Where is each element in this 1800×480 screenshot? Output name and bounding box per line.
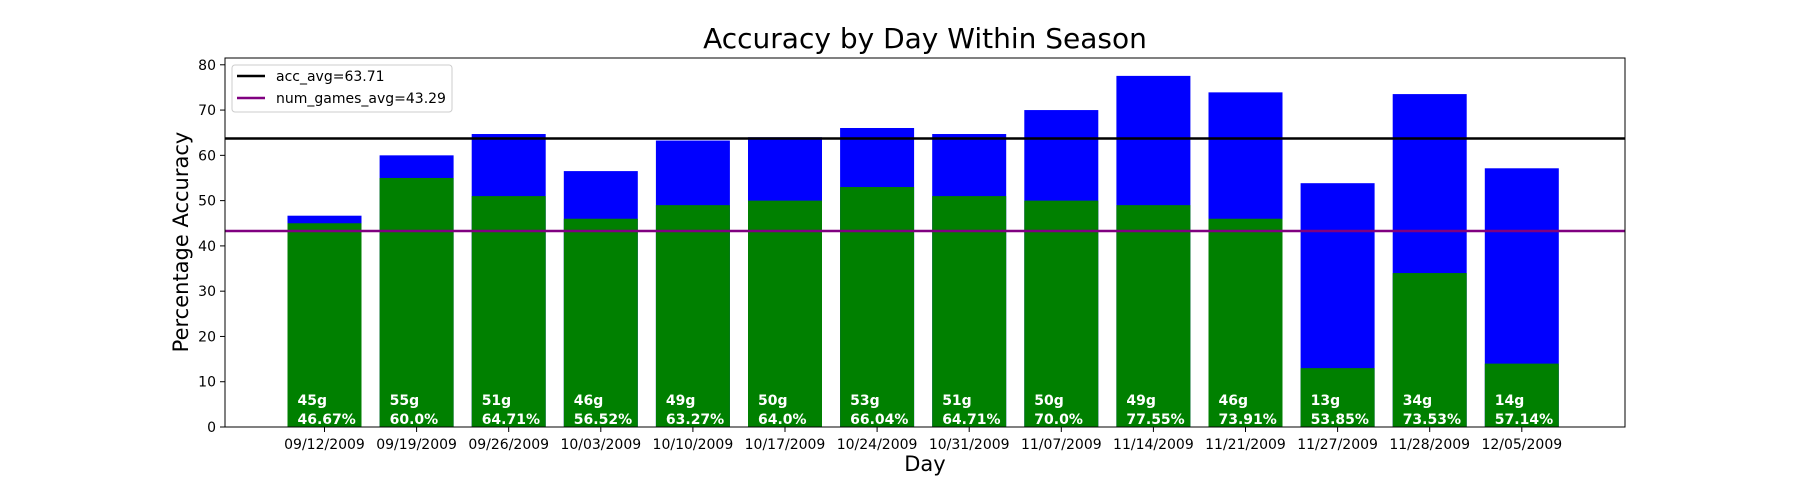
x-tick-label: 10/24/2009 bbox=[837, 437, 918, 453]
bar-label-games: 49g bbox=[666, 393, 696, 409]
x-tick-label: 09/12/2009 bbox=[284, 437, 365, 453]
games-bar bbox=[1116, 205, 1191, 427]
chart-title: Accuracy by Day Within Season bbox=[703, 22, 1147, 55]
bar-label-accuracy: 63.27% bbox=[666, 412, 724, 428]
bar-label-accuracy: 60.0% bbox=[390, 412, 439, 428]
bar-label-accuracy: 64.71% bbox=[942, 412, 1000, 428]
y-axis: 0 10 20 30 40 50 60 70 80 bbox=[198, 58, 225, 436]
bars-layer bbox=[287, 75, 1559, 428]
x-tick-label: 11/28/2009 bbox=[1389, 437, 1470, 453]
x-axis-label: Day bbox=[904, 452, 945, 476]
y-tick-label: 80 bbox=[198, 58, 216, 74]
x-tick-label: 11/27/2009 bbox=[1297, 437, 1378, 453]
legend-box bbox=[231, 64, 453, 113]
x-tick-label: 09/19/2009 bbox=[376, 437, 457, 453]
reference-lines-layer bbox=[225, 137, 1625, 233]
bar-label-games: 55g bbox=[390, 393, 420, 409]
bar-label-accuracy: 53.85% bbox=[1311, 412, 1369, 428]
x-tick-label: 11/07/2009 bbox=[1021, 437, 1102, 453]
games-bar bbox=[748, 200, 822, 427]
plot-frame bbox=[224, 57, 1626, 428]
bar-label-games: 14g bbox=[1495, 393, 1525, 409]
bar-label-games: 50g bbox=[1034, 393, 1064, 409]
x-tick-label: 10/03/2009 bbox=[560, 437, 641, 453]
legend: acc_avg=63.71 num_games_avg=43.29 bbox=[231, 64, 453, 113]
bar-label-games: 46g bbox=[574, 393, 604, 409]
bar-label-accuracy: 56.52% bbox=[574, 412, 632, 428]
bar-label-games: 53g bbox=[850, 393, 880, 409]
x-tick-label: 10/10/2009 bbox=[653, 437, 734, 453]
bar-label-accuracy: 64.71% bbox=[482, 412, 540, 428]
bar-label-accuracy: 57.14% bbox=[1495, 412, 1553, 428]
x-tick-label: 09/26/2009 bbox=[468, 437, 549, 453]
x-tick-label: 12/05/2009 bbox=[1481, 437, 1562, 453]
games-bar bbox=[1392, 273, 1467, 427]
bar-label-accuracy: 46.67% bbox=[298, 412, 356, 428]
games-bar bbox=[1484, 363, 1559, 427]
bar-label-accuracy: 66.04% bbox=[850, 412, 908, 428]
bar-label-accuracy: 73.53% bbox=[1403, 412, 1461, 428]
games-bar bbox=[287, 223, 362, 427]
bar-label-accuracy: 73.91% bbox=[1219, 412, 1277, 428]
games-bar bbox=[1024, 200, 1099, 427]
bar-label-games: 45g bbox=[298, 393, 328, 409]
bar-label-games: 46g bbox=[1219, 393, 1249, 409]
bar-label-accuracy: 64.0% bbox=[758, 412, 807, 428]
games-bar bbox=[379, 177, 454, 427]
games-bar bbox=[932, 196, 1007, 427]
bar-label-games: 51g bbox=[942, 393, 972, 409]
y-tick-label: 0 bbox=[207, 420, 216, 436]
y-tick-label: 50 bbox=[198, 194, 216, 210]
bar-label-accuracy: 77.55% bbox=[1126, 412, 1184, 428]
games-bar bbox=[471, 196, 546, 427]
y-tick-label: 60 bbox=[198, 148, 216, 164]
bar-label-games: 51g bbox=[482, 393, 512, 409]
bar-labels-layer: 45g 46.67% 55g 60.0% 51g 64.71% 46g 56.52% 49g 63… bbox=[298, 393, 1554, 428]
bar-label-games: 34g bbox=[1403, 393, 1433, 409]
games-bar bbox=[563, 218, 638, 427]
games-bar bbox=[655, 205, 730, 427]
y-tick-label: 40 bbox=[198, 239, 216, 255]
x-tick-label: 11/21/2009 bbox=[1205, 437, 1286, 453]
x-tick-label: 10/17/2009 bbox=[745, 437, 826, 453]
y-tick-label: 30 bbox=[198, 284, 216, 300]
bar-label-games: 50g bbox=[758, 393, 788, 409]
x-axis: 09/12/2009 09/19/2009 09/26/2009 10/03/2009… bbox=[284, 427, 1562, 453]
bar-label-accuracy: 70.0% bbox=[1034, 412, 1083, 428]
x-tick-label: 10/31/2009 bbox=[929, 437, 1010, 453]
legend-label: num_games_avg=43.29 bbox=[276, 91, 446, 107]
games-bar bbox=[840, 187, 915, 427]
bar-label-games: 13g bbox=[1311, 393, 1341, 409]
games-bar bbox=[1208, 218, 1283, 427]
y-tick-label: 10 bbox=[198, 375, 216, 391]
bar-label-games: 49g bbox=[1126, 393, 1156, 409]
games-bar bbox=[1300, 368, 1375, 427]
x-tick-label: 11/14/2009 bbox=[1113, 437, 1194, 453]
y-axis-label: Percentage Accuracy bbox=[169, 132, 193, 353]
y-tick-label: 20 bbox=[198, 329, 216, 345]
y-tick-label: 70 bbox=[198, 103, 216, 119]
legend-label: acc_avg=63.71 bbox=[276, 69, 385, 85]
